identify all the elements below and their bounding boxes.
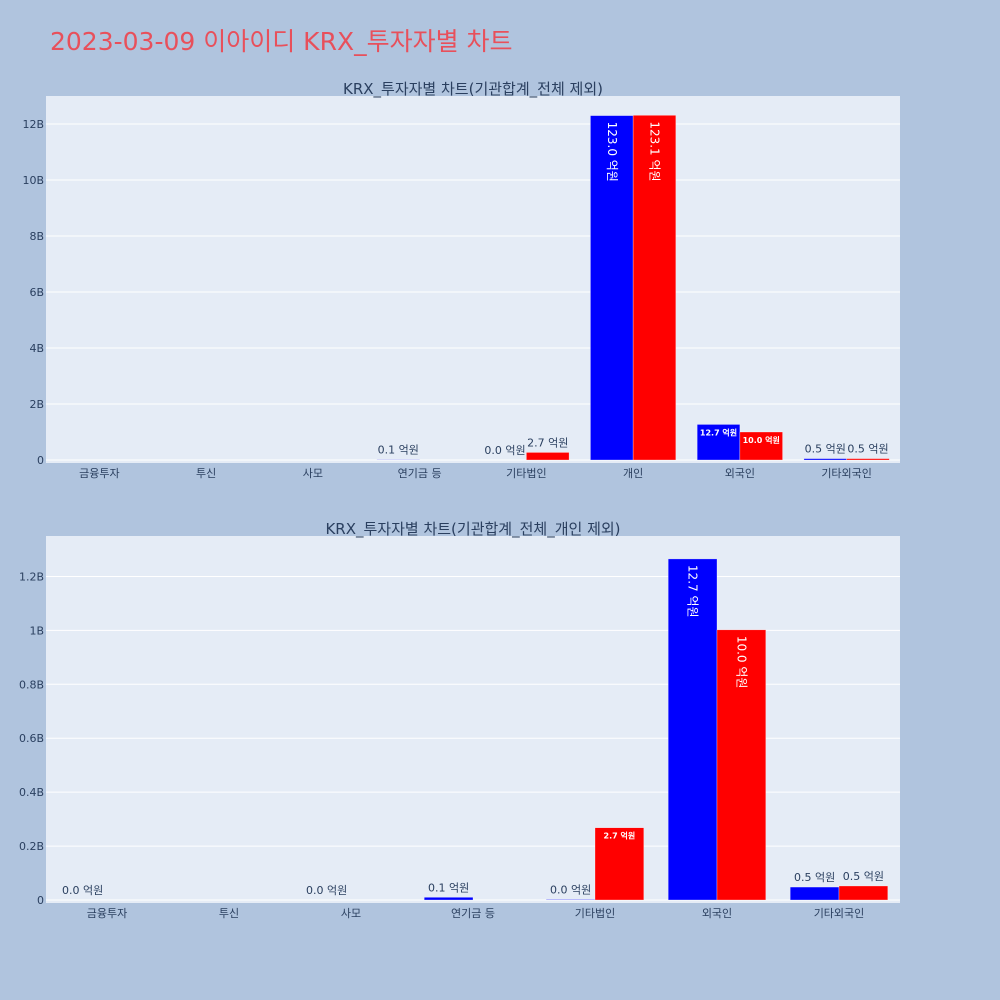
x-tick-label: 투신 — [219, 907, 239, 920]
bar-data-label: 0.5 억원 — [847, 443, 888, 456]
bar-data-label: 0.5 억원 — [805, 443, 846, 456]
chart-title: KRX_투자자별 차트(기관합계_전체_개인 제외) — [325, 520, 620, 539]
x-tick-label: 사모 — [303, 467, 323, 480]
x-tick-label: 금융투자 — [79, 467, 119, 480]
y-tick-label: 10B — [22, 174, 44, 187]
bar — [632, 115, 677, 461]
y-tick-label: 6B — [29, 286, 44, 299]
bar-data-label: 0.0 억원 — [62, 884, 103, 897]
page-title: 2023-03-09 이아이디 KRX_투자자별 차트 — [50, 27, 513, 56]
bottom-investor-bar-chart: 0 0.2B 0.4B 0.6B 0.8B 1B 1.2B KRX_투자자별 차트(기관합계_… — [19, 520, 900, 920]
x-tick-label: 투신 — [196, 467, 216, 480]
bar-data-label: 0.0 억원 — [306, 884, 347, 897]
x-tick-label: 외국인 — [725, 467, 755, 480]
bar-data-label: 2.7 억원 — [604, 831, 636, 841]
x-tick-label: 개인 — [623, 467, 643, 480]
y-tick-label: 2B — [29, 398, 44, 411]
bar-data-label: 0.0 억원 — [550, 883, 591, 896]
bar-data-label: 0.5 억원 — [843, 870, 884, 883]
bar — [526, 452, 570, 461]
y-tick-label: 8B — [29, 230, 44, 243]
bar-data-label: 0.0 억원 — [484, 444, 525, 457]
bar — [803, 458, 847, 461]
y-tick-label: 1B — [29, 624, 44, 637]
plot-area — [46, 536, 900, 903]
bar — [716, 629, 767, 901]
bar-data-label: 123.0 억원 — [605, 122, 619, 182]
bar-data-label: 10.0 억원 — [743, 435, 780, 445]
top-investor-bar-chart: 0 2B 4B 6B 8B 10B 12B KRX_투자자별 차트(기관합계_전체 제외) 금융… — [22, 80, 900, 480]
bar — [423, 897, 474, 901]
y-tick-label: 1.2B — [19, 570, 44, 583]
bar — [789, 886, 840, 901]
x-tick-label: 금융투자 — [87, 907, 127, 920]
bar-data-label: 12.7 억원 — [686, 565, 700, 618]
bar-data-label: 2.7 억원 — [527, 436, 568, 449]
bar — [739, 431, 783, 461]
bar — [846, 458, 890, 461]
y-tick-label: 4B — [29, 342, 44, 355]
bar-data-label: 123.1 억원 — [647, 121, 661, 181]
bar-data-label: 0.1 억원 — [378, 444, 419, 457]
bar — [545, 899, 596, 901]
bar — [838, 885, 889, 901]
x-tick-label: 기타법인 — [506, 467, 546, 480]
x-tick-label: 외국인 — [702, 907, 732, 920]
x-tick-label: 기타법인 — [575, 907, 615, 920]
bar — [696, 424, 741, 461]
bar-data-label: 12.7 억원 — [700, 427, 737, 437]
y-tick-label: 12B — [22, 118, 44, 131]
bar — [590, 115, 634, 461]
x-tick-label: 기타외국인 — [814, 907, 865, 920]
bar — [667, 558, 718, 901]
y-tick-label: 0.4B — [19, 786, 44, 799]
y-tick-label: 0.2B — [19, 840, 44, 853]
x-tick-label: 연기금 등 — [451, 907, 495, 920]
x-tick-label: 기타외국인 — [821, 467, 872, 480]
y-tick-label: 0 — [37, 454, 44, 467]
y-tick-label: 0.8B — [19, 678, 44, 691]
bar-data-label: 0.5 억원 — [794, 871, 835, 884]
bar-data-label: 0.1 억원 — [428, 881, 469, 894]
chart-title: KRX_투자자별 차트(기관합계_전체 제외) — [343, 80, 603, 99]
y-tick-label: 0 — [37, 894, 44, 907]
bar-data-label: 10.0 억원 — [734, 636, 748, 689]
plot-area — [46, 96, 900, 463]
x-tick-label: 사모 — [341, 907, 361, 920]
x-tick-label: 연기금 등 — [398, 467, 442, 480]
y-tick-label: 0.6B — [19, 732, 44, 745]
bar — [594, 827, 645, 901]
